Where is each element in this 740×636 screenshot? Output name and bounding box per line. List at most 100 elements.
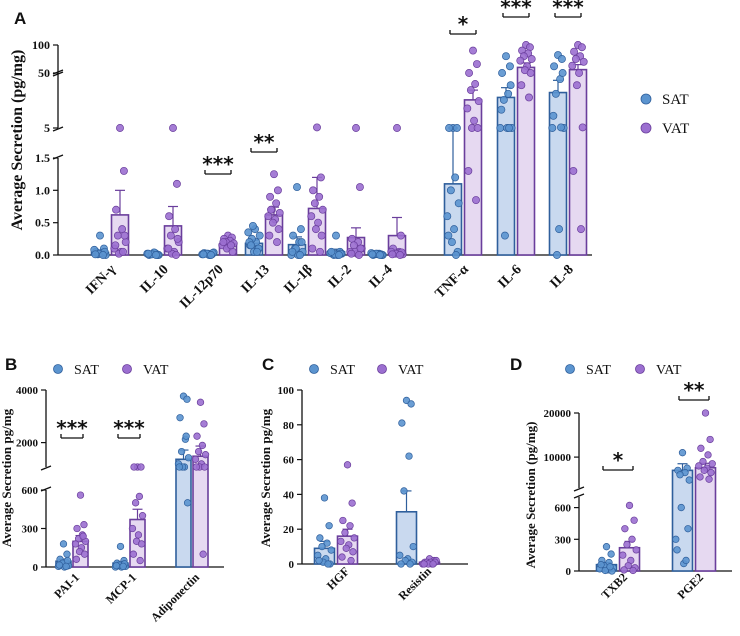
y-tick-label: 20 xyxy=(283,524,295,536)
sat-point xyxy=(96,231,104,240)
y-tick-label: 5 xyxy=(44,121,50,135)
vat-point xyxy=(116,124,124,132)
sat-point xyxy=(207,251,215,259)
sat-point xyxy=(398,419,406,427)
vat-point xyxy=(165,212,174,221)
sat-point xyxy=(682,556,690,565)
sat-point xyxy=(506,81,515,90)
category-label: IL-8 xyxy=(548,262,577,291)
vat-point xyxy=(266,192,275,201)
vat-point xyxy=(130,463,138,471)
sat-point xyxy=(446,186,455,195)
vat-point xyxy=(465,69,474,77)
vat-point xyxy=(527,55,536,63)
sat-point xyxy=(405,452,413,460)
vat-point xyxy=(137,463,145,471)
vat-point xyxy=(134,531,143,539)
vat-point xyxy=(307,212,316,221)
vat-point xyxy=(346,522,354,530)
vat-point xyxy=(119,166,128,175)
sat-point xyxy=(548,124,557,132)
vat-point xyxy=(129,550,138,558)
vat-point xyxy=(352,124,360,132)
sat-point xyxy=(327,546,335,554)
y-tick-label: 10000 xyxy=(544,452,572,464)
category-label: Adiponectin xyxy=(148,570,202,624)
sat-point xyxy=(557,55,566,63)
vat-point xyxy=(575,69,584,77)
vat-point xyxy=(704,451,712,459)
vat-point xyxy=(171,225,180,234)
vat-point xyxy=(309,186,318,195)
vat-point xyxy=(311,225,320,234)
vat-point xyxy=(219,238,228,247)
vat-point xyxy=(350,534,358,542)
sat-point xyxy=(183,395,191,403)
y-tick-label: 2000 xyxy=(16,438,39,450)
sat-point xyxy=(445,124,454,132)
sat-point xyxy=(555,225,564,234)
sat-point xyxy=(176,414,184,422)
sat-point xyxy=(496,124,505,132)
vat-point xyxy=(310,199,319,208)
vat-point xyxy=(471,80,480,88)
sat-bar xyxy=(671,469,694,572)
sat-point xyxy=(376,251,384,259)
vat-point xyxy=(705,475,713,483)
vat-point xyxy=(264,212,273,221)
y-axis-label: Average Secretion (pg/mg) xyxy=(523,422,538,569)
sat-point xyxy=(409,542,417,551)
vat-point xyxy=(318,205,327,214)
vat-point xyxy=(270,170,278,179)
vat-point xyxy=(632,546,640,554)
legend-marker-sat xyxy=(53,364,63,374)
sat-point xyxy=(447,238,456,247)
vat-point xyxy=(275,209,284,217)
sat-point xyxy=(597,561,605,569)
legend-label: SAT xyxy=(74,363,99,378)
vat-point xyxy=(200,463,209,471)
vat-point xyxy=(131,499,140,507)
category-label: PGE2 xyxy=(675,570,707,602)
vat-point xyxy=(338,553,346,561)
significance-stars: * xyxy=(458,12,469,36)
vat-point xyxy=(623,540,631,549)
sat-point xyxy=(397,560,405,568)
vat-point xyxy=(579,57,588,66)
vat-point xyxy=(268,218,277,227)
category-label: IL-2 xyxy=(326,262,355,291)
vat-point xyxy=(628,535,636,543)
significance-stars: *** xyxy=(500,0,532,19)
sat-point xyxy=(676,471,684,479)
panel-letter: D xyxy=(510,355,522,374)
sat-point xyxy=(672,535,680,543)
vat-bar xyxy=(463,99,483,256)
y-tick-label: 50 xyxy=(38,66,50,80)
vat-bar xyxy=(694,466,717,572)
sat-point xyxy=(498,69,507,77)
sat-point xyxy=(685,476,693,484)
sat-point xyxy=(332,231,340,240)
sat-point xyxy=(99,251,107,259)
vat-point xyxy=(265,231,274,240)
y-tick-label: 40 xyxy=(283,489,295,501)
significance-stars: *** xyxy=(56,416,88,440)
vat-point xyxy=(516,56,525,65)
vat-point xyxy=(464,166,473,175)
legend-label: VAT xyxy=(656,363,682,378)
vat-point xyxy=(388,250,397,259)
vat-point xyxy=(196,398,205,406)
sat-point xyxy=(63,550,71,558)
y-axis-label: Average Secretion pg/mg xyxy=(0,408,14,547)
y-tick-label: 0 xyxy=(289,559,295,571)
sat-point xyxy=(289,231,298,240)
category-label: Resistin xyxy=(395,564,434,603)
panel-a: A 0.0 0.5 1.0 1.5 5 50 100 Average Secretion (pg… xyxy=(9,0,689,312)
legend-label: VAT xyxy=(398,363,424,378)
vat-point xyxy=(274,225,283,234)
vat-point xyxy=(172,251,180,259)
sat-point xyxy=(91,250,100,259)
sat-point xyxy=(177,447,186,456)
